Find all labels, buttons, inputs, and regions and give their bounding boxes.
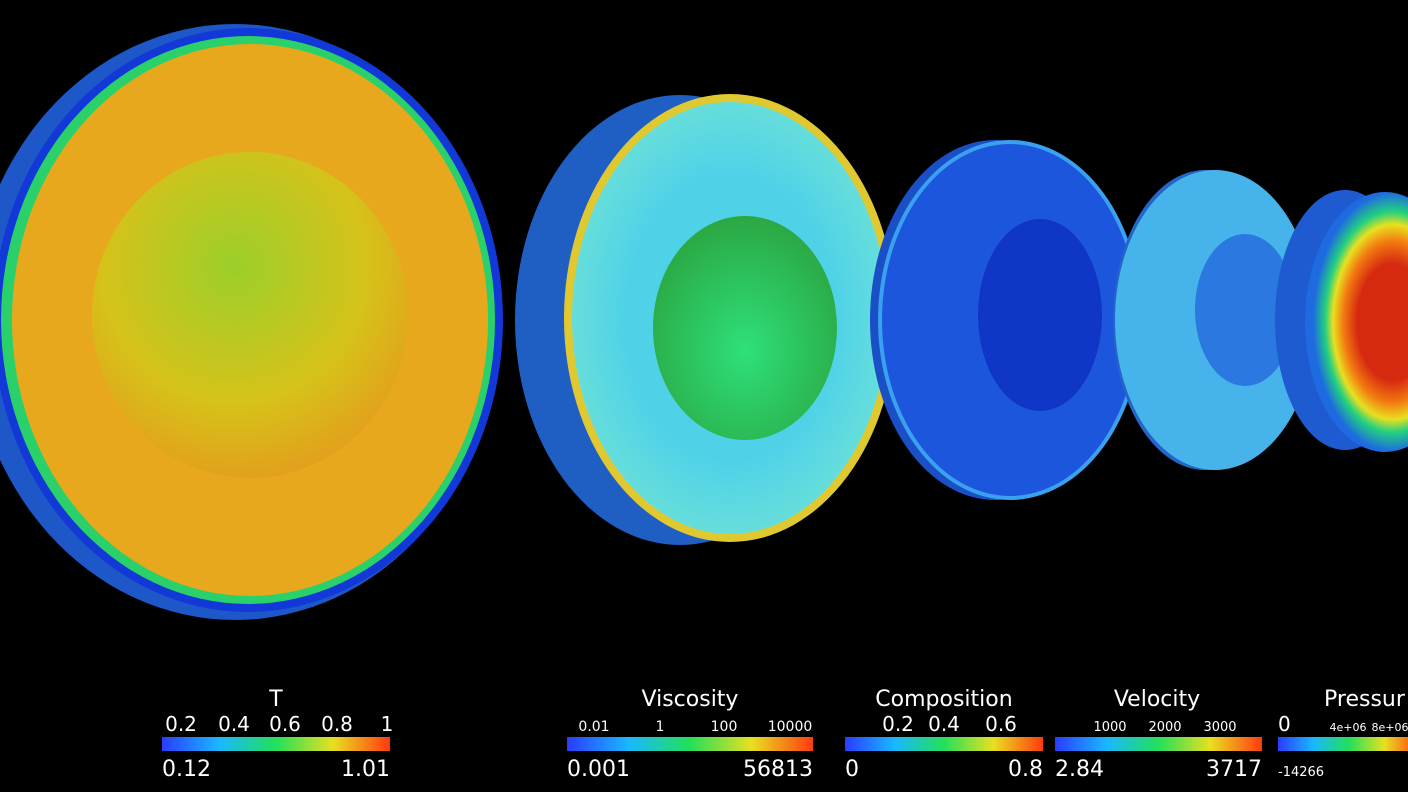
colorbar-min: 0.12 [162, 757, 211, 782]
colorbar-tick-label: 1000 [1093, 720, 1126, 735]
colorbar-tick-label: 2000 [1148, 720, 1181, 735]
colorbar-tick-label: 0.01 [578, 719, 609, 735]
colorbar-tick-label: 1 [656, 719, 665, 735]
colorbar-title: Velocity [1114, 687, 1200, 712]
colorbar-max: 0.8 [1008, 757, 1043, 782]
shell-temperature [0, 24, 503, 620]
colorbar-gradient [845, 737, 1043, 751]
colorbars: T 0.2 0.4 0.6 0.8 1 0.12 1.01 Viscosity 0.01 1 100 1… [162, 687, 1408, 782]
colorbar: Velocity 1000 2000 3000 2.84 3717 [1055, 687, 1262, 782]
colorbar-gradient [162, 737, 390, 751]
colorbar-tick-label: 3000 [1203, 720, 1236, 735]
colorbar-gradient [567, 737, 813, 751]
colorbar-min: -14266 [1278, 765, 1324, 780]
colorbar-tick-label: 0.2 [165, 712, 197, 736]
shell-viscosity [515, 94, 896, 545]
colorbar: Viscosity 0.01 1 100 10000 0.001 56813 [567, 687, 813, 782]
colorbar-gradient [1278, 737, 1408, 751]
colorbar-tick-label: 100 [711, 719, 738, 735]
colorbar-max: 3717 [1206, 757, 1262, 782]
colorbar-title: T [268, 687, 283, 712]
colorbar-title: Viscosity [642, 687, 739, 712]
colorbar-title: Composition [875, 687, 1012, 712]
colorbar-tick-label: 0 [1278, 712, 1291, 736]
colorbar-min: 0.001 [567, 757, 630, 782]
shell-pressure [1275, 190, 1408, 452]
colorbar-tick-label: 0.6 [985, 712, 1017, 736]
colorbar-min: 0 [845, 757, 859, 782]
shell-velocity [1113, 170, 1315, 470]
colorbar-title: Pressur [1324, 687, 1406, 712]
colorbar-max: 1.01 [341, 757, 390, 782]
colorbar-tick-label: 4e+06 [1330, 721, 1367, 734]
shell-composition [870, 140, 1142, 500]
colorbar-tick-label: 10000 [768, 719, 813, 735]
colorbar-tick-label: 1 [381, 712, 394, 736]
colorbar-gradient [1055, 737, 1262, 751]
colorbar-tick-label: 0.6 [269, 712, 301, 736]
colorbar: Pressur 0 4e+06 8e+06 -14266 [1278, 687, 1408, 780]
colorbar-min: 2.84 [1055, 757, 1104, 782]
colorbar-tick-label: 0.4 [218, 712, 250, 736]
colorbar-tick-label: 0.4 [928, 712, 960, 736]
colorbar-max: 56813 [743, 757, 813, 782]
colorbar-tick-label: 0.2 [882, 712, 914, 736]
colorbar-tick-label: 8e+06 [1372, 721, 1408, 734]
colorbar: T 0.2 0.4 0.6 0.8 1 0.12 1.01 [162, 687, 393, 782]
colorbar-tick-label: 0.8 [321, 712, 353, 736]
